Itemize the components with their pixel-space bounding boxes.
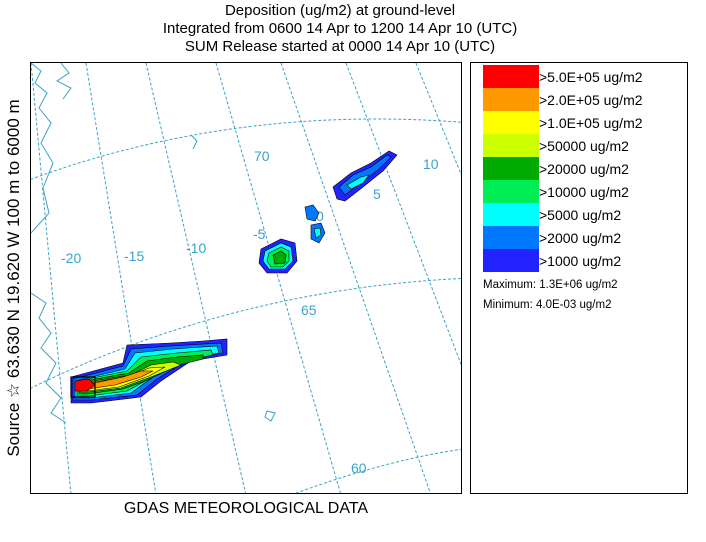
patch-ne-cyan bbox=[346, 174, 370, 190]
legend-label: >1000 ug/m2 bbox=[539, 252, 622, 269]
lon-label-m5: -5 bbox=[253, 226, 266, 242]
map-svg: -20 -15 -10 -5 0 5 10 70 65 60 bbox=[31, 63, 461, 493]
lon-label-m20: -20 bbox=[61, 250, 81, 266]
legend-panel: >5.0E+05 ug/m2 >2.0E+05 ug/m2 >1.0E+05 u… bbox=[470, 62, 688, 494]
lat-label-70: 70 bbox=[254, 148, 270, 164]
legend-item: >50000 ug/m2 bbox=[483, 134, 629, 157]
legend-item: >20000 ug/m2 bbox=[483, 157, 629, 180]
lat-70-line bbox=[31, 118, 461, 180]
lon-m20-line bbox=[31, 63, 72, 493]
legend-swatch bbox=[483, 134, 539, 157]
deposition-patch-northeast bbox=[332, 150, 398, 202]
deposition-patch-west bbox=[258, 238, 298, 274]
lon-10-line bbox=[415, 63, 461, 176]
latitude-lines bbox=[31, 118, 461, 493]
legend-label: >1.0E+05 ug/m2 bbox=[539, 114, 643, 131]
patch-west-darkgreen bbox=[272, 250, 287, 265]
lon-m5-line bbox=[215, 63, 341, 493]
legend-label: >10000 ug/m2 bbox=[539, 183, 629, 200]
iceland-coast bbox=[31, 292, 67, 424]
map-panel: -20 -15 -10 -5 0 5 10 70 65 60 bbox=[30, 62, 462, 494]
longitude-lines bbox=[31, 63, 461, 493]
lon-5-line bbox=[345, 63, 461, 366]
legend-item: >10000 ug/m2 bbox=[483, 180, 629, 203]
legend-swatch bbox=[483, 157, 539, 180]
legend-item: >1000 ug/m2 bbox=[483, 249, 621, 272]
legend-item: >1.0E+05 ug/m2 bbox=[483, 111, 643, 134]
legend-item: >2.0E+05 ug/m2 bbox=[483, 88, 643, 111]
latitude-labels: 70 65 60 bbox=[254, 148, 367, 476]
longitude-labels: -20 -15 -10 -5 0 5 10 bbox=[61, 156, 439, 266]
legend-label: >2.0E+05 ug/m2 bbox=[539, 91, 643, 108]
lat-label-65: 65 bbox=[301, 302, 317, 318]
coastlines bbox=[31, 63, 276, 424]
lon-label-0: 0 bbox=[316, 208, 324, 224]
title-line-3: SUM Release started at 0000 14 Apr 10 (U… bbox=[184, 38, 496, 55]
minimum-value: Minimum: 4.0E-03 ug/m2 bbox=[483, 299, 612, 311]
legend-label: >5.0E+05 ug/m2 bbox=[539, 68, 643, 85]
lon-0-line bbox=[280, 63, 431, 493]
legend-swatch bbox=[483, 249, 539, 272]
greenland-coast bbox=[31, 63, 54, 234]
maximum-value: Maximum: 1.3E+06 ug/m2 bbox=[483, 279, 618, 291]
patch-ne-lightblue bbox=[338, 154, 392, 196]
deposition-plume-main bbox=[70, 338, 228, 404]
legend-swatch bbox=[483, 180, 539, 203]
lat-65-line bbox=[31, 278, 461, 389]
lon-label-m15: -15 bbox=[124, 248, 144, 264]
source-box bbox=[70, 376, 96, 398]
greenland-coast-2 bbox=[56, 63, 72, 100]
legend-swatch bbox=[483, 111, 539, 134]
lon-label-5: 5 bbox=[373, 186, 381, 202]
legend-label: >50000 ug/m2 bbox=[539, 137, 629, 154]
meteorological-data-label: GDAS METEOROLOGICAL DATA bbox=[123, 500, 369, 517]
lon-m15-line bbox=[85, 63, 157, 493]
legend-item: >2000 ug/m2 bbox=[483, 226, 621, 249]
legend-item: >5000 ug/m2 bbox=[483, 203, 621, 226]
legend-label: >2000 ug/m2 bbox=[539, 229, 622, 246]
source-label: Source ☆ 63.630 N 19.620 W 100 m to 6000… bbox=[4, 99, 23, 457]
title-line-1: Deposition (ug/m2) at ground-level bbox=[224, 2, 456, 19]
jan-mayen bbox=[190, 134, 198, 150]
lon-m10-line bbox=[145, 63, 247, 493]
patch-center-lower-cyan bbox=[313, 227, 322, 239]
plume-main-red bbox=[74, 378, 96, 392]
legend-swatch bbox=[483, 226, 539, 249]
lon-label-m10: -10 bbox=[186, 240, 206, 256]
lon-label-10: 10 bbox=[423, 156, 439, 172]
source-marker bbox=[70, 376, 96, 398]
legend-swatch bbox=[483, 88, 539, 111]
legend-label: >5000 ug/m2 bbox=[539, 206, 622, 223]
patch-center-upper bbox=[304, 204, 320, 222]
legend-item: >5.0E+05 ug/m2 bbox=[483, 65, 643, 88]
lat-60-line bbox=[295, 448, 461, 493]
deposition-patch-center bbox=[304, 204, 326, 244]
legend-swatch bbox=[483, 65, 539, 88]
title-line-2: Integrated from 0600 14 Apr to 1200 14 A… bbox=[162, 20, 518, 37]
plume-main-orange bbox=[84, 370, 154, 390]
faroe-islands bbox=[264, 410, 276, 422]
legend-swatch bbox=[483, 203, 539, 226]
legend-label: >20000 ug/m2 bbox=[539, 160, 629, 177]
lat-label-60: 60 bbox=[351, 460, 367, 476]
